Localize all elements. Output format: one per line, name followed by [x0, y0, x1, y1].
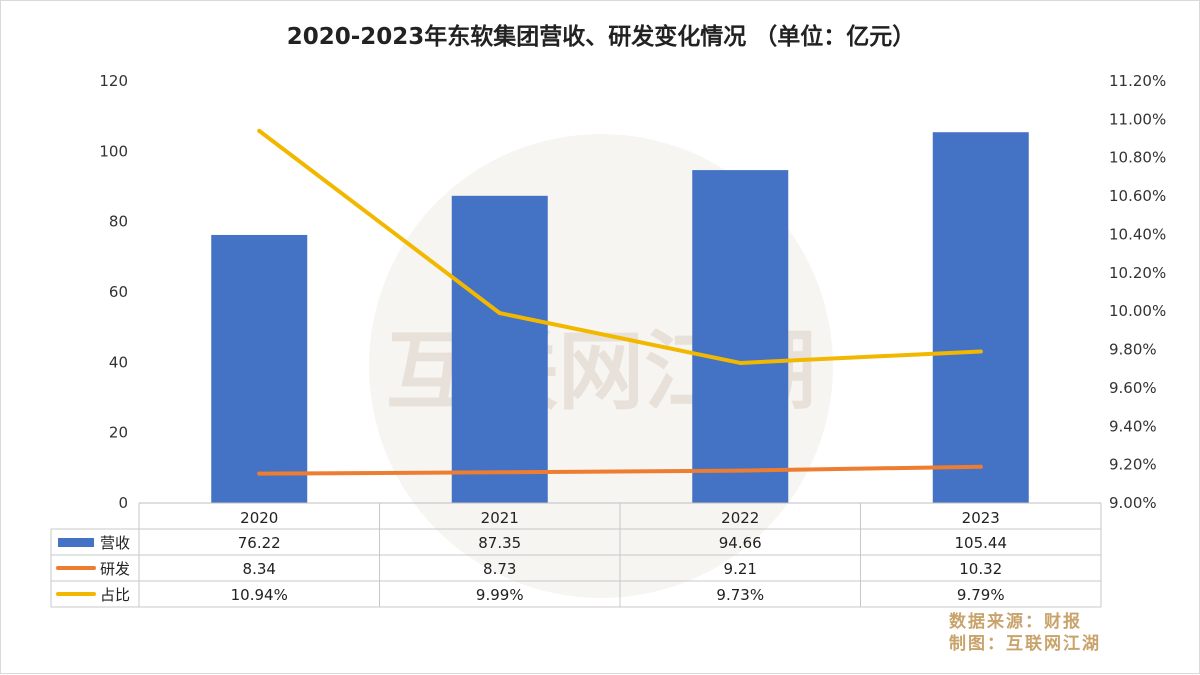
- y-right-tick-label: 9.60%: [1109, 379, 1157, 397]
- y-left-tick-label: 120: [99, 72, 128, 90]
- chart-title: 2020-2023年东软集团营收、研发变化情况 （单位：亿元）: [287, 23, 916, 50]
- y-right-tick-label: 10.00%: [1109, 302, 1166, 320]
- x-tick-label: 2022: [721, 509, 759, 527]
- data-cell: 87.35: [478, 534, 521, 552]
- x-tick-label: 2023: [962, 509, 1000, 527]
- data-cell: 8.34: [243, 560, 276, 578]
- bar: [932, 132, 1029, 503]
- x-tick-label: 2020: [240, 509, 278, 527]
- x-tick-label: 2021: [481, 509, 519, 527]
- data-cell: 9.73%: [716, 586, 764, 604]
- data-cell: 9.99%: [476, 586, 524, 604]
- line-point: [978, 349, 983, 354]
- source-line: 数据来源：财报: [949, 611, 1082, 632]
- data-cell: 10.32: [959, 560, 1002, 578]
- line-point: [257, 128, 262, 133]
- y-right-tick-label: 9.00%: [1109, 494, 1157, 512]
- line-point: [497, 470, 502, 475]
- data-cell: 76.22: [238, 534, 281, 552]
- y-right-tick-label: 10.40%: [1109, 225, 1166, 243]
- line-point: [738, 360, 743, 365]
- y-left-tick-label: 0: [118, 494, 128, 512]
- bar: [211, 234, 308, 504]
- source-line: 制图：互联网江湖: [949, 633, 1101, 654]
- y-right-tick-label: 11.20%: [1109, 72, 1166, 90]
- bar: [451, 195, 548, 504]
- y-left-tick-label: 100: [99, 142, 128, 160]
- legend-swatch: [58, 538, 94, 547]
- y-left-tick-label: 80: [109, 213, 128, 231]
- data-cell: 9.79%: [957, 586, 1005, 604]
- line-point: [497, 311, 502, 316]
- y-right-tick-label: 9.80%: [1109, 341, 1157, 359]
- series-line: [257, 464, 983, 476]
- y-right-tick-label: 10.80%: [1109, 149, 1166, 167]
- data-cell: 94.66: [719, 534, 762, 552]
- y-left-tick-label: 20: [109, 424, 128, 442]
- line-point: [978, 464, 983, 469]
- y-right-tick-label: 9.40%: [1109, 417, 1157, 435]
- y-right-tick-label: 10.20%: [1109, 264, 1166, 282]
- y-right-tick-label: 10.60%: [1109, 187, 1166, 205]
- line-series: [257, 128, 983, 476]
- y-left-tick-label: 60: [109, 283, 128, 301]
- data-cell: 105.44: [955, 534, 1008, 552]
- line-point: [738, 468, 743, 473]
- y-right-tick-label: 11.00%: [1109, 110, 1166, 128]
- data-cell: 9.21: [724, 560, 757, 578]
- y-left-tick-label: 40: [109, 353, 128, 371]
- legend-label: 营收: [100, 534, 130, 552]
- data-cell: 10.94%: [231, 586, 288, 604]
- series-line: [257, 128, 983, 365]
- data-cell: 8.73: [483, 560, 516, 578]
- y-left-axis: 0 20 40 60 80 100 120: [99, 72, 128, 512]
- data-table: 2020 2021 2022 2023 营收 76.22 87.35 94.66 105.44 研…: [50, 502, 1102, 608]
- legend-label: 占比: [100, 586, 130, 604]
- bar: [692, 170, 789, 503]
- y-right-axis: 9.00% 9.20% 9.40% 9.60% 9.80% 10.00% 10.20% 10.…: [1109, 72, 1166, 512]
- y-right-tick-label: 9.20%: [1109, 456, 1157, 474]
- bar-series: [211, 132, 1029, 504]
- line-point: [257, 471, 262, 476]
- legend-label: 研发: [100, 560, 130, 578]
